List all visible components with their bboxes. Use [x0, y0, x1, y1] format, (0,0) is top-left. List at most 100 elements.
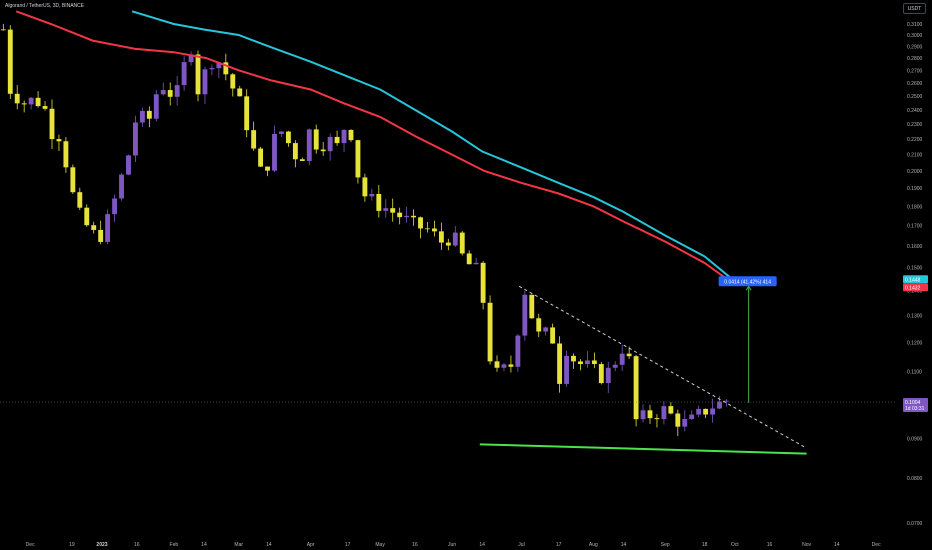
x-axis-tick-label: Dec: [872, 542, 881, 548]
candle-body: [411, 215, 417, 218]
candle-body: [42, 106, 48, 109]
x-axis-tick-label: Oct: [731, 542, 739, 548]
y-axis-tick-label: 0.1300: [907, 313, 923, 319]
current-price-label: 0.1004: [905, 400, 921, 406]
candle-body: [355, 140, 361, 178]
candle-body: [265, 166, 270, 171]
candle-body: [466, 253, 472, 265]
candle-body: [717, 401, 722, 409]
candle-body: [383, 208, 389, 211]
chart-title: Algorand / TetherUS, 3D, BINANCE: [5, 3, 85, 9]
candle-body: [84, 207, 90, 226]
ma-fast-price-label: 0.1432: [905, 285, 921, 291]
y-axis-tick-label: 0.2500: [907, 94, 923, 100]
x-axis-tick-label: 16: [412, 542, 418, 548]
candle-body: [376, 194, 382, 211]
candle-body: [49, 108, 55, 140]
x-axis-tick-label: 17: [345, 542, 351, 548]
candle-body: [564, 355, 569, 384]
candle-body: [543, 327, 549, 332]
candle-body: [334, 136, 340, 144]
candle-body: [119, 174, 124, 199]
candle-body: [348, 129, 354, 141]
candle-body: [515, 335, 521, 367]
current-price-badge: [903, 398, 928, 413]
descending-trendline: [518, 285, 807, 449]
y-axis-tick-label: 0.1500: [907, 265, 923, 271]
x-axis-tick-label: 16: [767, 542, 773, 548]
currency-button[interactable]: USDT: [903, 3, 926, 14]
candle-body: [258, 148, 264, 167]
candle-body: [724, 400, 729, 402]
y-axis-tick-label: 0.3100: [907, 22, 923, 28]
candle-body: [313, 129, 319, 150]
candle-body: [77, 192, 83, 208]
y-axis-tick-label: 0.2400: [907, 108, 923, 114]
candle-body: [237, 88, 243, 97]
y-axis-tick-label: 0.2000: [907, 169, 923, 175]
x-axis-tick-label: 18: [702, 542, 708, 548]
candle-body: [703, 408, 709, 415]
candle-body: [202, 69, 208, 95]
x-axis-tick-label: Nov: [802, 542, 811, 548]
candle-body: [21, 103, 27, 105]
candle-body: [98, 229, 104, 242]
candle-body: [557, 343, 563, 384]
candle-body: [244, 96, 250, 131]
ma-slow-price-label-badge: [903, 275, 928, 284]
candle-body: [494, 361, 500, 368]
candle-body: [578, 361, 583, 365]
candle-body: [63, 141, 69, 168]
candle-body: [432, 228, 437, 232]
support-line: [479, 443, 807, 455]
candle-body: [160, 90, 166, 95]
measure-badge: [718, 276, 777, 287]
candle-body: [404, 215, 410, 218]
candle-body: [341, 129, 347, 144]
candle-body: [710, 408, 716, 415]
candle-body: [362, 177, 368, 197]
candle-body: [390, 208, 396, 213]
y-axis-tick-label: 0.3000: [907, 33, 923, 39]
candle-body: [571, 355, 576, 362]
candle-body: [251, 130, 257, 149]
x-axis-tick-label: May: [375, 542, 385, 548]
y-axis-tick-label: 0.2900: [907, 44, 923, 50]
y-axis-tick-label: 0.1100: [907, 369, 922, 375]
ma-slow-price-label: 0.1448: [905, 277, 921, 283]
candle-body: [612, 364, 618, 368]
candle-body: [598, 364, 604, 384]
candle-body: [181, 62, 187, 86]
moving-average-line: [15, 10, 733, 284]
candle-body: [501, 364, 507, 368]
candle-body: [452, 232, 458, 246]
candle-body: [619, 353, 625, 365]
x-axis-tick-label: 19: [69, 542, 75, 548]
candle-body: [28, 97, 34, 105]
candle-body: [126, 155, 131, 175]
candle-body: [327, 136, 333, 152]
candle-body: [654, 418, 660, 420]
candle-body: [397, 212, 403, 218]
candle-body: [418, 217, 423, 229]
candle-body: [626, 353, 632, 357]
candle-body: [668, 406, 674, 414]
ma-fast-price-label-badge: [903, 283, 928, 292]
candle-layer: [0, 23, 729, 437]
candle-body: [285, 131, 291, 144]
moving-average-line: [131, 10, 734, 281]
candle-body: [188, 54, 194, 63]
candle-body: [35, 97, 41, 107]
candle-body: [279, 131, 284, 134]
candle-body: [661, 406, 667, 420]
x-axis-tick-label: Aug: [589, 542, 598, 548]
candle-body: [133, 122, 138, 156]
candle-body: [167, 90, 173, 97]
candle-body: [272, 133, 277, 171]
candle-body: [647, 410, 653, 419]
candle-body: [550, 327, 556, 344]
y-axis-tick-label: 0.2700: [907, 68, 923, 74]
candle-body: [640, 410, 646, 420]
